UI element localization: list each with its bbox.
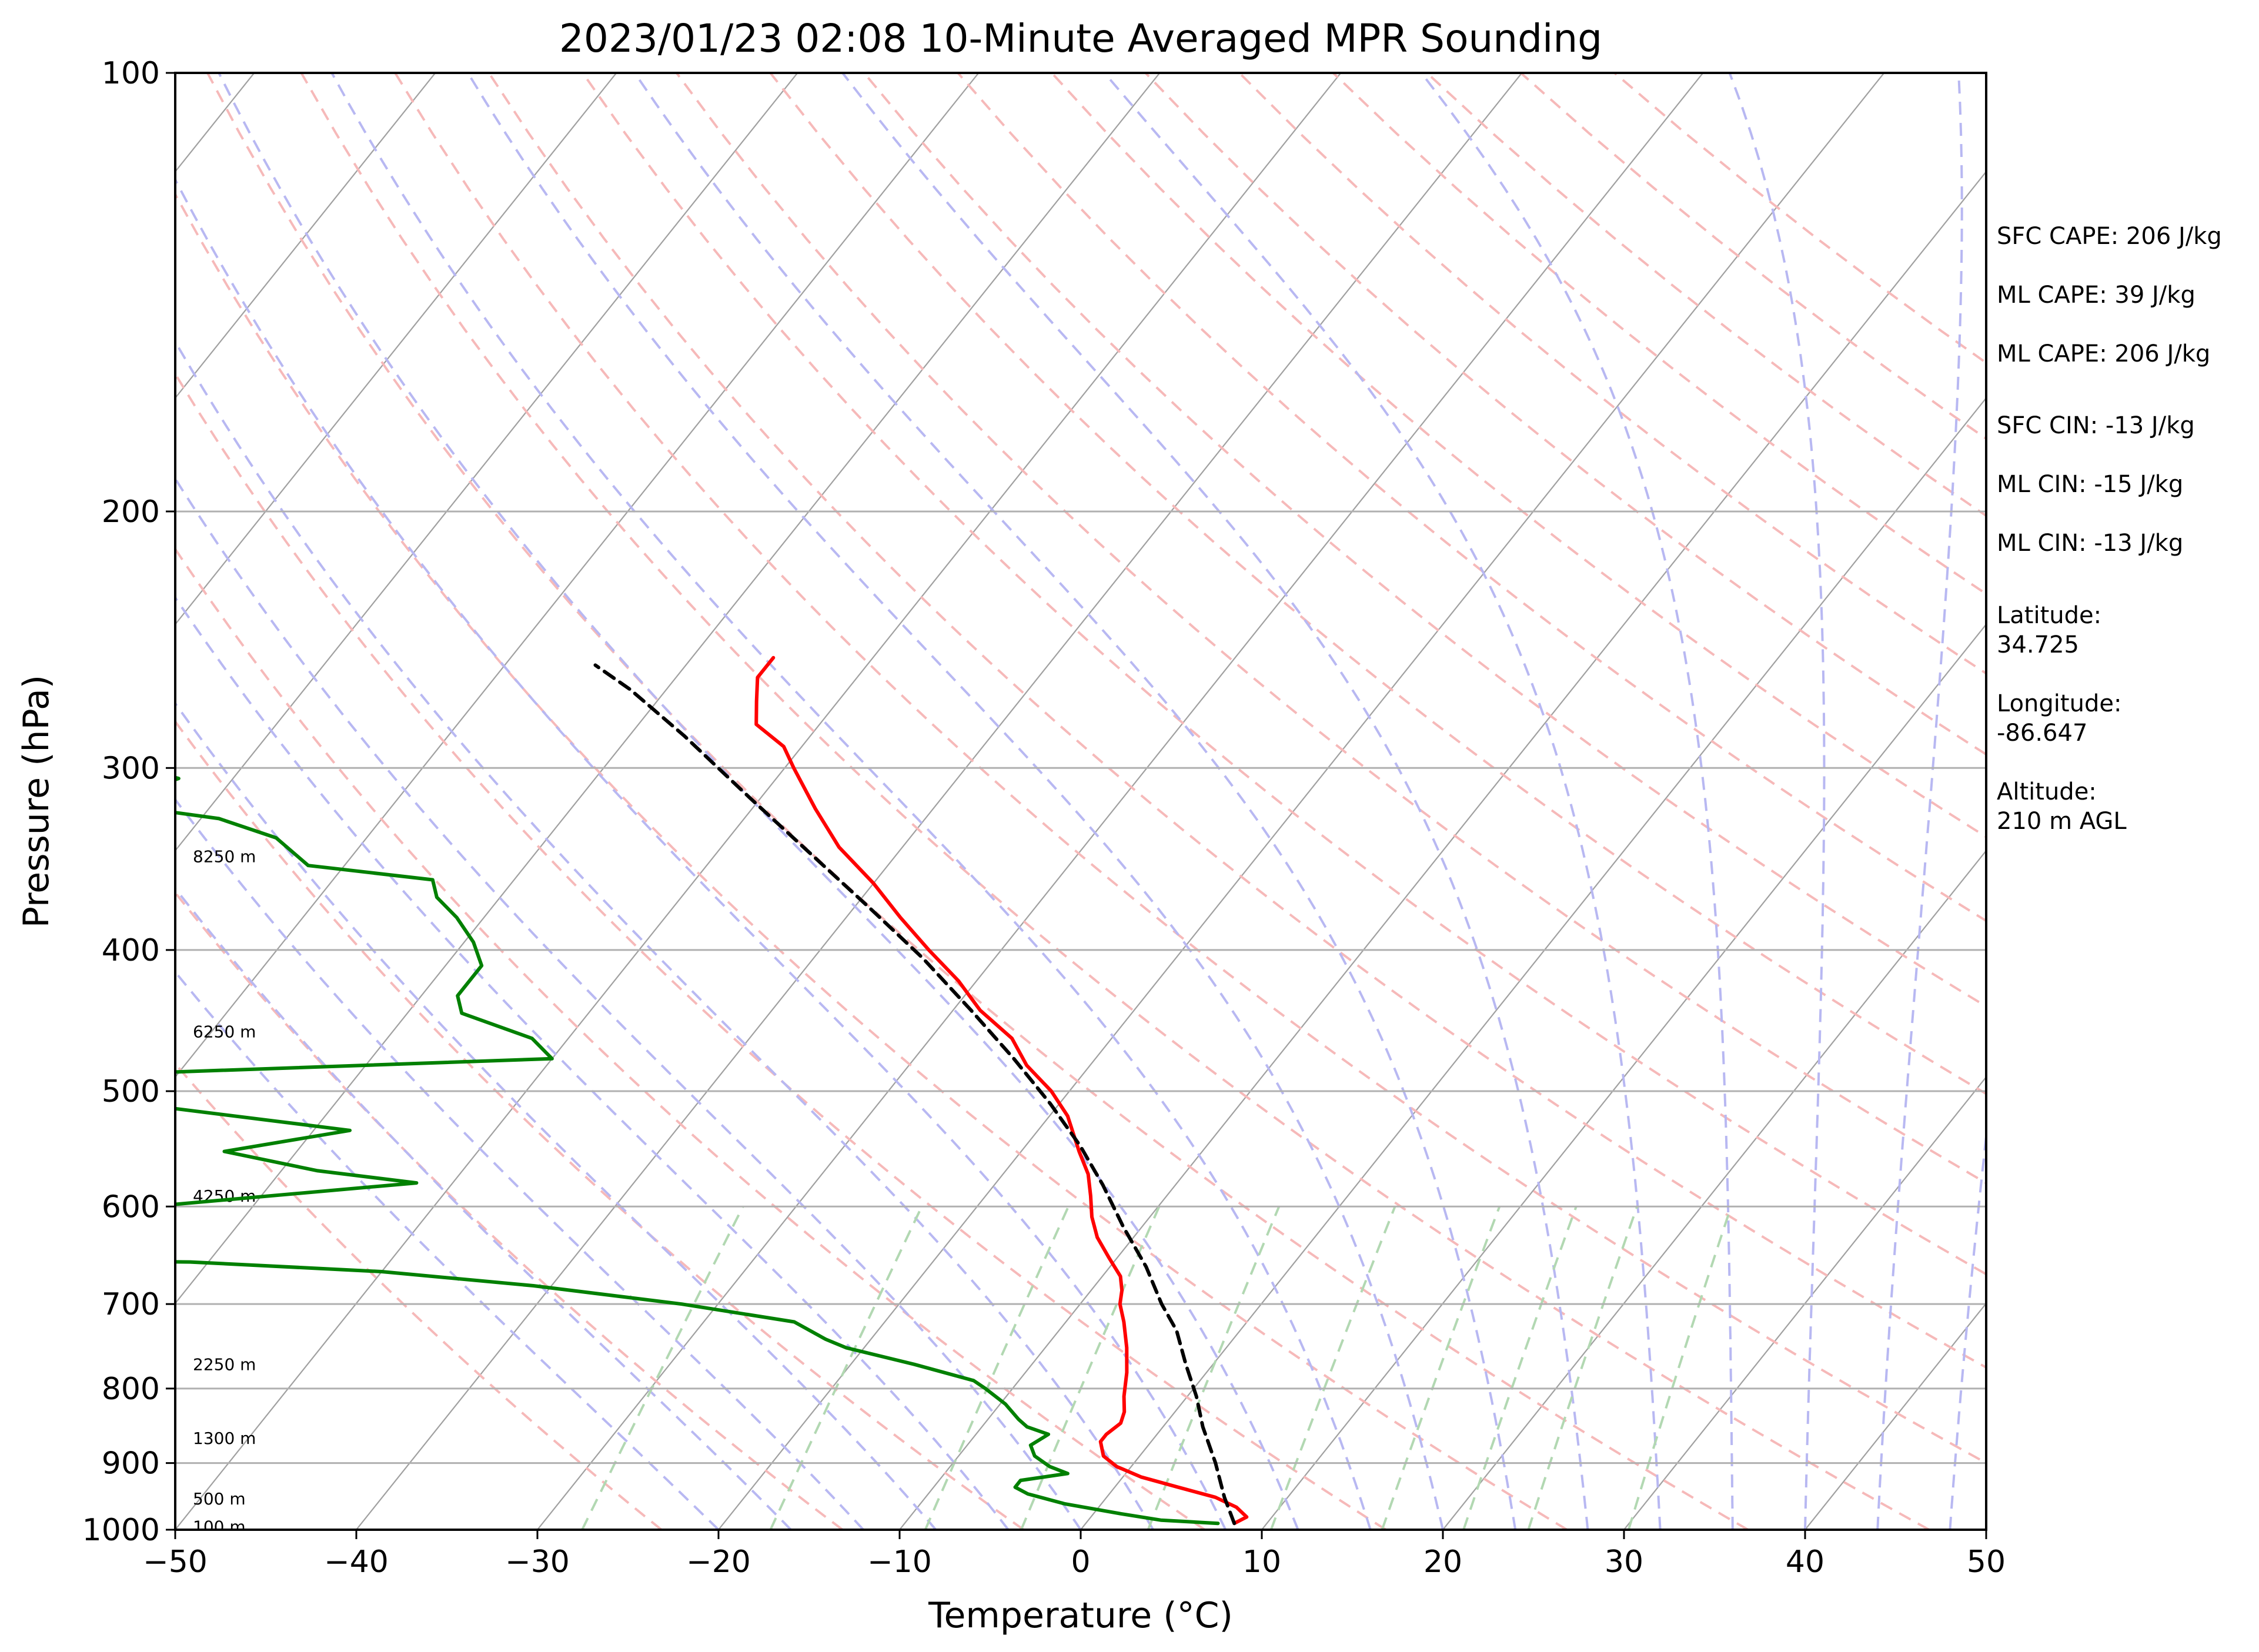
isotherm-line [175,73,980,1078]
dry-adiabat-line [175,192,1568,1530]
latitude-value: 34.725 [1997,631,2079,658]
x-tick-label: 30 [1605,1544,1643,1580]
stat-ml-cin: ML CIN: -15 J/kg [1997,471,2183,498]
dry-adiabat-line [582,73,1986,1276]
isotherm-line [1623,1076,1986,1530]
moist-adiabat-line [1103,73,1662,1530]
dry-adiabat-line [394,73,1986,1464]
dry-adiabat-line [175,719,1025,1530]
height-label: 8250 m [193,847,256,867]
y-tick-label: 600 [102,1189,160,1225]
moist-adiabat-line [1728,73,1826,1530]
x-tick-label: −10 [867,1544,932,1580]
moist-adiabat-line [633,73,1517,1530]
altitude-value: 210 m AGL [1997,808,2127,835]
moist-adiabat-line [175,177,1227,1530]
x-tick-label: −20 [686,1544,751,1580]
isotherm-line [1804,1302,1986,1530]
dry-adiabat-line [300,73,1930,1530]
x-tick-label: 40 [1786,1544,1824,1580]
isotherm-line [355,73,1523,1530]
isotherm-line [175,73,798,852]
stats-panel: SFC CAPE: 206 J/kg ML CAPE: 39 J/kg ML C… [1997,223,2222,835]
longitude-value: -86.647 [1997,720,2087,747]
dry-adiabat-line [1051,73,1986,838]
moist-adiabat-line [841,73,1589,1530]
moist-adiabat-line [175,701,937,1530]
sounding-traces [175,656,1249,1526]
moist-adiabat-line [330,73,1372,1530]
isotherm-line [1442,850,1986,1530]
y-tick-label: 300 [102,751,160,786]
dry-adiabat-line [675,73,1986,1185]
longitude-label: Longitude: [1997,690,2121,717]
dewpoint-trace [175,775,1220,1526]
moist-adiabat-line [218,73,1299,1530]
moist-adiabat-line [175,970,720,1530]
isotherm-line [1261,623,1986,1530]
y-tick-label: 100 [102,56,160,91]
temperature-trace [754,656,1249,1526]
dry-adiabat-line [175,372,1387,1530]
moist-adiabat-line [175,886,792,1530]
chart-title: 2023/01/23 02:08 10-Minute Averaged MPR … [559,16,1602,61]
y-tick-label: 800 [102,1372,160,1407]
moist-adiabat-line [175,476,1082,1530]
x-tick-label: 0 [1071,1544,1090,1580]
dry-adiabat-line [206,73,1749,1530]
stat-ml-cin-2: ML CIN: -13 J/kg [1997,530,2183,557]
y-tick-label: 700 [102,1287,160,1322]
isotherm-line [175,73,436,399]
dry-adiabat-line [175,547,1206,1530]
y-tick-label: 1000 [82,1513,160,1548]
height-label: 2250 m [193,1355,256,1375]
moist-adiabat-line [175,797,864,1530]
stat-sfc-cape: SFC CAPE: 206 J/kg [1997,223,2222,250]
x-tick-label: 20 [1423,1544,1462,1580]
stat-ml-cape-2: ML CAPE: 206 J/kg [1997,340,2210,367]
isotherm-line [175,73,1161,1305]
y-axis-ticks: 100 200 300 400 500 600 700 800 900 1000 [82,56,175,1548]
dry-adiabat-line [1238,73,1986,675]
moist-adiabat-line [175,595,1010,1530]
x-tick-label: −40 [324,1544,389,1580]
height-label: 1300 m [193,1429,256,1448]
altitude-label: Altitude: [1997,778,2097,805]
moist-adiabat-line [1876,73,1963,1530]
dry-adiabat-line [175,1062,663,1530]
moist-adiabat-line [466,73,1444,1530]
moist-adiabat-line [175,339,1154,1530]
stat-ml-cape: ML CAPE: 39 J/kg [1997,282,2195,309]
y-tick-label: 400 [102,933,160,968]
height-label: 6250 m [193,1022,256,1042]
parcel-trace [593,663,1237,1526]
x-tick-label: −50 [143,1544,208,1580]
moist-adiabat-line [1420,73,1734,1530]
isotherm-line [717,73,1885,1530]
mixing-ratio-line [1627,1206,1733,1530]
x-axis-label: Temperature (°C) [928,1595,1233,1636]
x-tick-label: −30 [505,1544,570,1580]
y-axis-label: Pressure (hPa) [16,675,57,928]
dry-adiabat-line [487,73,1986,1369]
x-axis-ticks: −50 −40 −30 −20 −10 0 10 20 30 40 50 [143,1530,2006,1580]
isotherm-line [536,73,1704,1530]
y-tick-label: 900 [102,1446,160,1482]
x-tick-label: 50 [1967,1544,2006,1580]
isotherm-line [1080,397,1986,1530]
height-label: 100 m [193,1517,246,1537]
x-tick-label: 10 [1242,1544,1281,1580]
stat-sfc-cin: SFC CIN: -13 J/kg [1997,412,2195,439]
y-tick-label: 500 [102,1074,160,1109]
height-label: 500 m [193,1489,246,1509]
background-lines [175,73,1986,1530]
isotherm-line [898,170,1986,1530]
y-tick-label: 200 [102,494,160,530]
dry-adiabat-line [863,73,1986,1008]
latitude-label: Latitude: [1997,602,2101,629]
